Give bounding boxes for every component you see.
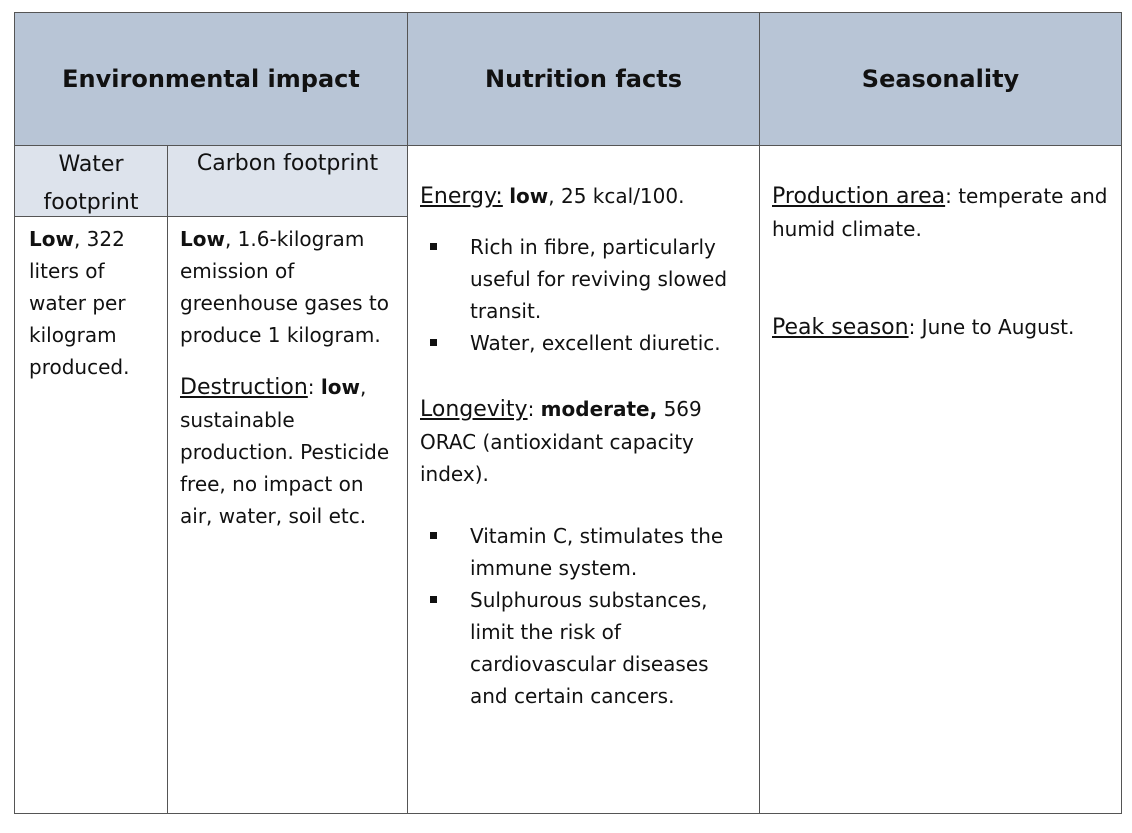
energy-text: Energy: low, 25 kcal/100. [420, 180, 750, 213]
water-detail: , 322 liters of water per kilogram produ… [29, 227, 130, 379]
destruction-separator: : [307, 375, 321, 399]
energy-bullet-text: Rich in fibre, particularly useful for r… [470, 235, 728, 323]
peak-season-detail: : June to August. [908, 315, 1075, 339]
longevity-label: Longevity [420, 397, 528, 422]
production-area-text: Production area: temperate and humid cli… [772, 180, 1112, 245]
list-item: Sulphurous substances, limit the risk of… [420, 584, 750, 712]
subcolumn-divider [167, 145, 168, 813]
longevity-separator: : [527, 397, 541, 421]
destruction-level: low [320, 375, 360, 399]
header-divider [15, 145, 1121, 146]
peak-season-text: Peak season: June to August. [772, 311, 1112, 344]
longevity-bullet-list: Vitamin C, stimulates the immune system.… [420, 520, 750, 712]
water-level: Low [29, 227, 74, 251]
subheader-carbon-label: Carbon footprint [196, 151, 379, 176]
production-area-detail: : temperate and humid climate. [772, 184, 1108, 241]
subheader-carbon-footprint: Carbon footprint [168, 146, 407, 216]
carbon-footprint-cell: Low, 1.6-kilogram emission of greenhouse… [180, 223, 392, 532]
destruction-label: Destruction [180, 375, 308, 400]
header-seasonality-label: Seasonality [861, 65, 1020, 93]
list-item: Rich in fibre, particularly useful for r… [420, 231, 750, 327]
header-environmental-label: Environmental impact [62, 65, 360, 93]
subheader-water-footprint: Water footprint [21, 146, 161, 216]
header-nutrition-facts: Nutrition facts [408, 13, 759, 145]
longevity-bullet-text: Sulphurous substances, limit the risk of… [470, 588, 709, 708]
column-divider-1 [407, 13, 408, 813]
bullet-icon [430, 339, 437, 346]
carbon-level: Low [180, 227, 225, 251]
header-environmental-impact: Environmental impact [15, 13, 407, 145]
nutrition-table: Environmental impact Nutrition facts Sea… [14, 12, 1122, 814]
header-seasonality: Seasonality [760, 13, 1121, 145]
energy-label: Energy: [420, 184, 503, 209]
longevity-text: Longevity: moderate, 569 ORAC (antioxida… [420, 393, 750, 490]
energy-bullet-text: Water, excellent diuretic. [470, 331, 721, 355]
water-footprint-cell: Low, 322 liters of water per kilogram pr… [29, 223, 161, 383]
list-item: Vitamin C, stimulates the immune system. [420, 520, 750, 584]
seasonality-cell: Production area: temperate and humid cli… [772, 180, 1112, 344]
destruction-text: Destruction: low, sustainable production… [180, 371, 392, 532]
subheader-divider [15, 216, 407, 217]
longevity-detail: 569 ORAC (antioxidant capacity index). [420, 397, 702, 486]
energy-bullet-list: Rich in fibre, particularly useful for r… [420, 231, 750, 359]
longevity-level: moderate, [540, 397, 658, 421]
production-area-label: Production area [772, 184, 946, 209]
bullet-icon [430, 596, 437, 603]
column-divider-2 [759, 13, 760, 813]
header-nutrition-label: Nutrition facts [485, 65, 682, 93]
energy-detail: , 25 kcal/100. [548, 184, 685, 208]
bullet-icon [430, 532, 437, 539]
nutrition-facts-cell: Energy: low, 25 kcal/100. Rich in fibre,… [420, 180, 750, 712]
longevity-bullet-text: Vitamin C, stimulates the immune system. [470, 524, 724, 580]
energy-level: low [509, 184, 549, 208]
destruction-detail: , sustainable production. Pesticide free… [180, 375, 390, 528]
bullet-icon [430, 243, 437, 250]
subheader-row [15, 146, 407, 216]
subheader-water-label: Water footprint [43, 152, 139, 215]
peak-season-label: Peak season [772, 315, 909, 340]
header-row [15, 13, 1121, 145]
list-item: Water, excellent diuretic. [420, 327, 750, 359]
water-footprint-text: Low, 322 liters of water per kilogram pr… [29, 223, 161, 383]
carbon-footprint-text: Low, 1.6-kilogram emission of greenhouse… [180, 223, 392, 351]
carbon-detail: , 1.6-kilogram emission of greenhouse ga… [180, 227, 389, 347]
